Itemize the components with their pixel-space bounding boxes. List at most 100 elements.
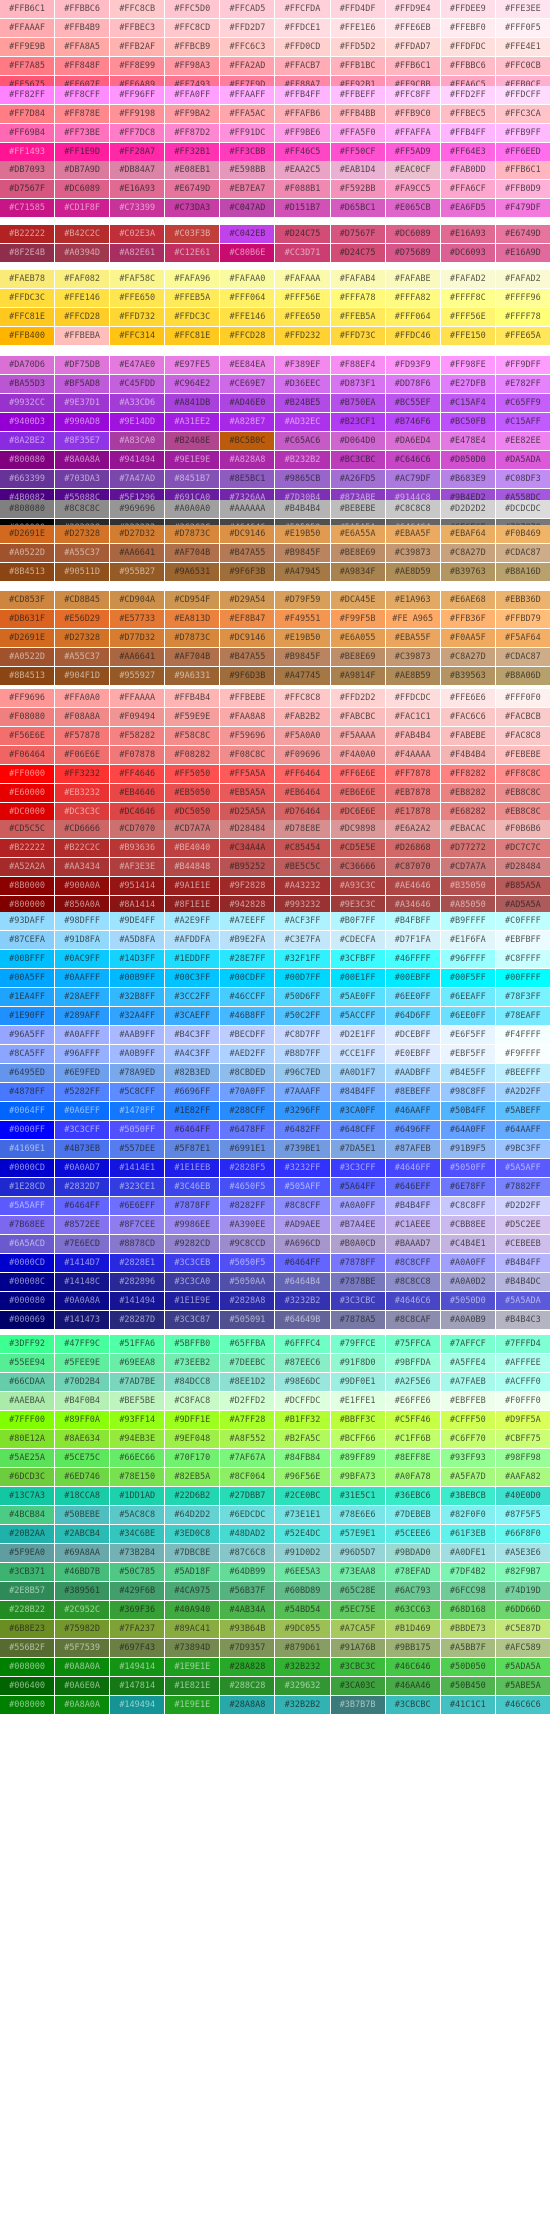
color-swatch: #3232FF [275, 1159, 331, 1177]
color-swatch: #ACF3FF [275, 912, 331, 930]
color-swatch: #7AFFCF [440, 1335, 496, 1353]
color-swatch: #8B0000 [0, 877, 56, 895]
color-swatch: #EBA55F [385, 629, 441, 647]
color-swatch: #6A5ACD [0, 1235, 56, 1253]
color-swatch: #CDAC87 [495, 544, 551, 562]
color-swatch: #E27DFB [440, 375, 496, 393]
color-swatch: #87CEFA [0, 931, 56, 949]
color-swatch: #703DA3 [55, 470, 111, 488]
color-swatch: #65FFBA [220, 1335, 276, 1353]
color-swatch: #8CF064 [220, 1468, 276, 1486]
color-swatch: #B7A4EE [330, 1216, 386, 1234]
color-swatch: #FFFA82 [385, 289, 441, 307]
color-swatch: #1E9E1E [165, 1696, 221, 1714]
color-swatch: #C8FFFF [495, 950, 551, 968]
color-swatch: #BAAAD7 [385, 1235, 441, 1253]
color-swatch: #FFCFDA [275, 0, 331, 18]
color-swatch: #F08A8A [55, 708, 111, 726]
color-swatch: #D75689 [385, 244, 441, 262]
color-swatch: #D26868 [385, 839, 441, 857]
color-swatch: #DC9146 [220, 525, 276, 543]
color-swatch: #FF98FE [440, 356, 496, 374]
color-swatch: #6464FF [55, 1197, 111, 1215]
color-swatch: #6FCC98 [440, 1582, 496, 1600]
color-swatch: #8EBEFF [385, 1083, 441, 1101]
color-block: #D2691E #D27328 #D27D32 #D7873C #DC9146 #E19B… [0, 525, 551, 582]
color-swatch: #FFC8CB [110, 0, 166, 18]
color-swatch: #50C2FF [275, 1007, 331, 1025]
color-swatch: #96A5FF [0, 1026, 56, 1044]
color-swatch: #2C952C [55, 1601, 111, 1619]
color-swatch: #94EB3E [110, 1430, 166, 1448]
color-row: #E60000 #EB3232 #EB4646 #EB5050 #EB5A5A #EB64… [0, 784, 551, 803]
color-swatch: #6EDCDC [220, 1506, 276, 1524]
color-swatch: #98DFFF [55, 912, 111, 930]
color-swatch: #C71585 [0, 199, 56, 217]
color-row: #00A5FF #0AAFFF #00B9FF #00C3FF #00CDFF #00D7… [0, 969, 551, 988]
color-swatch: #5A64FF [330, 1178, 386, 1196]
color-swatch: #9C8CCD [220, 1235, 276, 1253]
color-swatch: #FFB6C1 [495, 161, 551, 179]
color-swatch: #C39873 [385, 544, 441, 562]
color-swatch: #800000 [0, 896, 56, 914]
color-swatch: #8F1E1E [165, 896, 221, 914]
color-swatch: #3DFF92 [0, 1335, 56, 1353]
color-block: #DB7093 #DB7A9D #DB84A7 #E08EB1 #E598BB #EAA2… [0, 161, 551, 218]
color-swatch: #50D6FF [275, 988, 331, 1006]
color-swatch: #FFD73C [330, 327, 386, 345]
color-swatch: #FFAAAF [0, 19, 56, 37]
color-row: #8B4513 #90511D #955B27 #9A6531 #9F6F3B #A479… [0, 563, 551, 582]
color-swatch: #CD904A [110, 591, 166, 609]
color-swatch: #0000FF [0, 1121, 56, 1139]
color-swatch: #C1AEEE [385, 1216, 441, 1234]
color-swatch: #FFFA78 [330, 289, 386, 307]
color-swatch: #A47745 [275, 667, 331, 685]
color-swatch: #149494 [110, 1696, 166, 1714]
color-row: #FF0000 #FF3232 #FF4646 #FF5050 #FF5A5A #FF64… [0, 765, 551, 784]
color-row: #96A5FF #A0AFFF #AAB9FF #B4C3FF #BECDFF #C8D7… [0, 1026, 551, 1045]
color-swatch: #AFDDFA [165, 931, 221, 949]
color-swatch: #EBAA5F [385, 525, 441, 543]
color-swatch: #B4B4FF [385, 1197, 441, 1215]
color-swatch: #4CA975 [165, 1582, 221, 1600]
color-swatch: #8B4513 [0, 563, 56, 581]
color-swatch: #5AC8C8 [110, 1506, 166, 1524]
color-row: #7FFF00 #89FF0A #93FF14 #9DFF1E #A7FF28 #B1FF… [0, 1411, 551, 1430]
color-swatch: #8EFF8E [385, 1449, 441, 1467]
color-swatch: #46AAFF [385, 1102, 441, 1120]
color-swatch: #60BD89 [275, 1582, 331, 1600]
color-swatch: #EB7878 [385, 784, 441, 802]
color-swatch: #B4B4DC [495, 1273, 551, 1291]
color-swatch: #B1FF32 [275, 1411, 331, 1429]
color-row: #FF9696 #FFA0A0 #FFAAAA #FFB4B4 #FFBEBE #FFC8… [0, 689, 551, 708]
color-swatch: #BBFF3C [330, 1411, 386, 1429]
color-swatch: #4AB34A [220, 1601, 276, 1619]
color-swatch: #5AE0FF [330, 988, 386, 1006]
color-swatch: #DC9898 [330, 820, 386, 838]
color-swatch: #87C6C8 [220, 1544, 276, 1562]
color-row: #000080 #0A0A8A #141494 #1E1E9E #2828A8 #3232… [0, 1292, 551, 1311]
color-swatch: #9282CD [165, 1235, 221, 1253]
color-swatch: #47FF9C [55, 1335, 111, 1353]
color-swatch: #5282FF [55, 1083, 111, 1101]
color-swatch: #DB7093 [0, 161, 56, 179]
color-swatch: #E97FE5 [165, 356, 221, 374]
color-swatch: #A8F552 [220, 1430, 276, 1448]
color-swatch: #F88EF4 [330, 356, 386, 374]
color-swatch: #EA813D [165, 610, 221, 628]
color-swatch: #7E6ECD [55, 1235, 111, 1253]
color-swatch: #8282FF [220, 1197, 276, 1215]
color-swatch: #DC0000 [0, 803, 56, 821]
color-swatch: #98FF98 [495, 1449, 551, 1467]
color-swatch: #FFF0F0 [495, 689, 551, 707]
color-swatch: #90511D [55, 563, 111, 581]
color-swatch: #78A9ED [110, 1064, 166, 1082]
color-swatch: #14D3FF [110, 950, 166, 968]
color-swatch: #AC79DF [385, 470, 441, 488]
color-swatch: #5C8CFF [110, 1083, 166, 1101]
color-swatch: #FF5AD9 [385, 143, 441, 161]
color-swatch: #FFBD79 [495, 610, 551, 628]
color-swatch: #B4B4B4 [275, 500, 331, 518]
color-swatch: #A4C3FF [165, 1045, 221, 1063]
color-swatch: #64D6FF [385, 1007, 441, 1025]
